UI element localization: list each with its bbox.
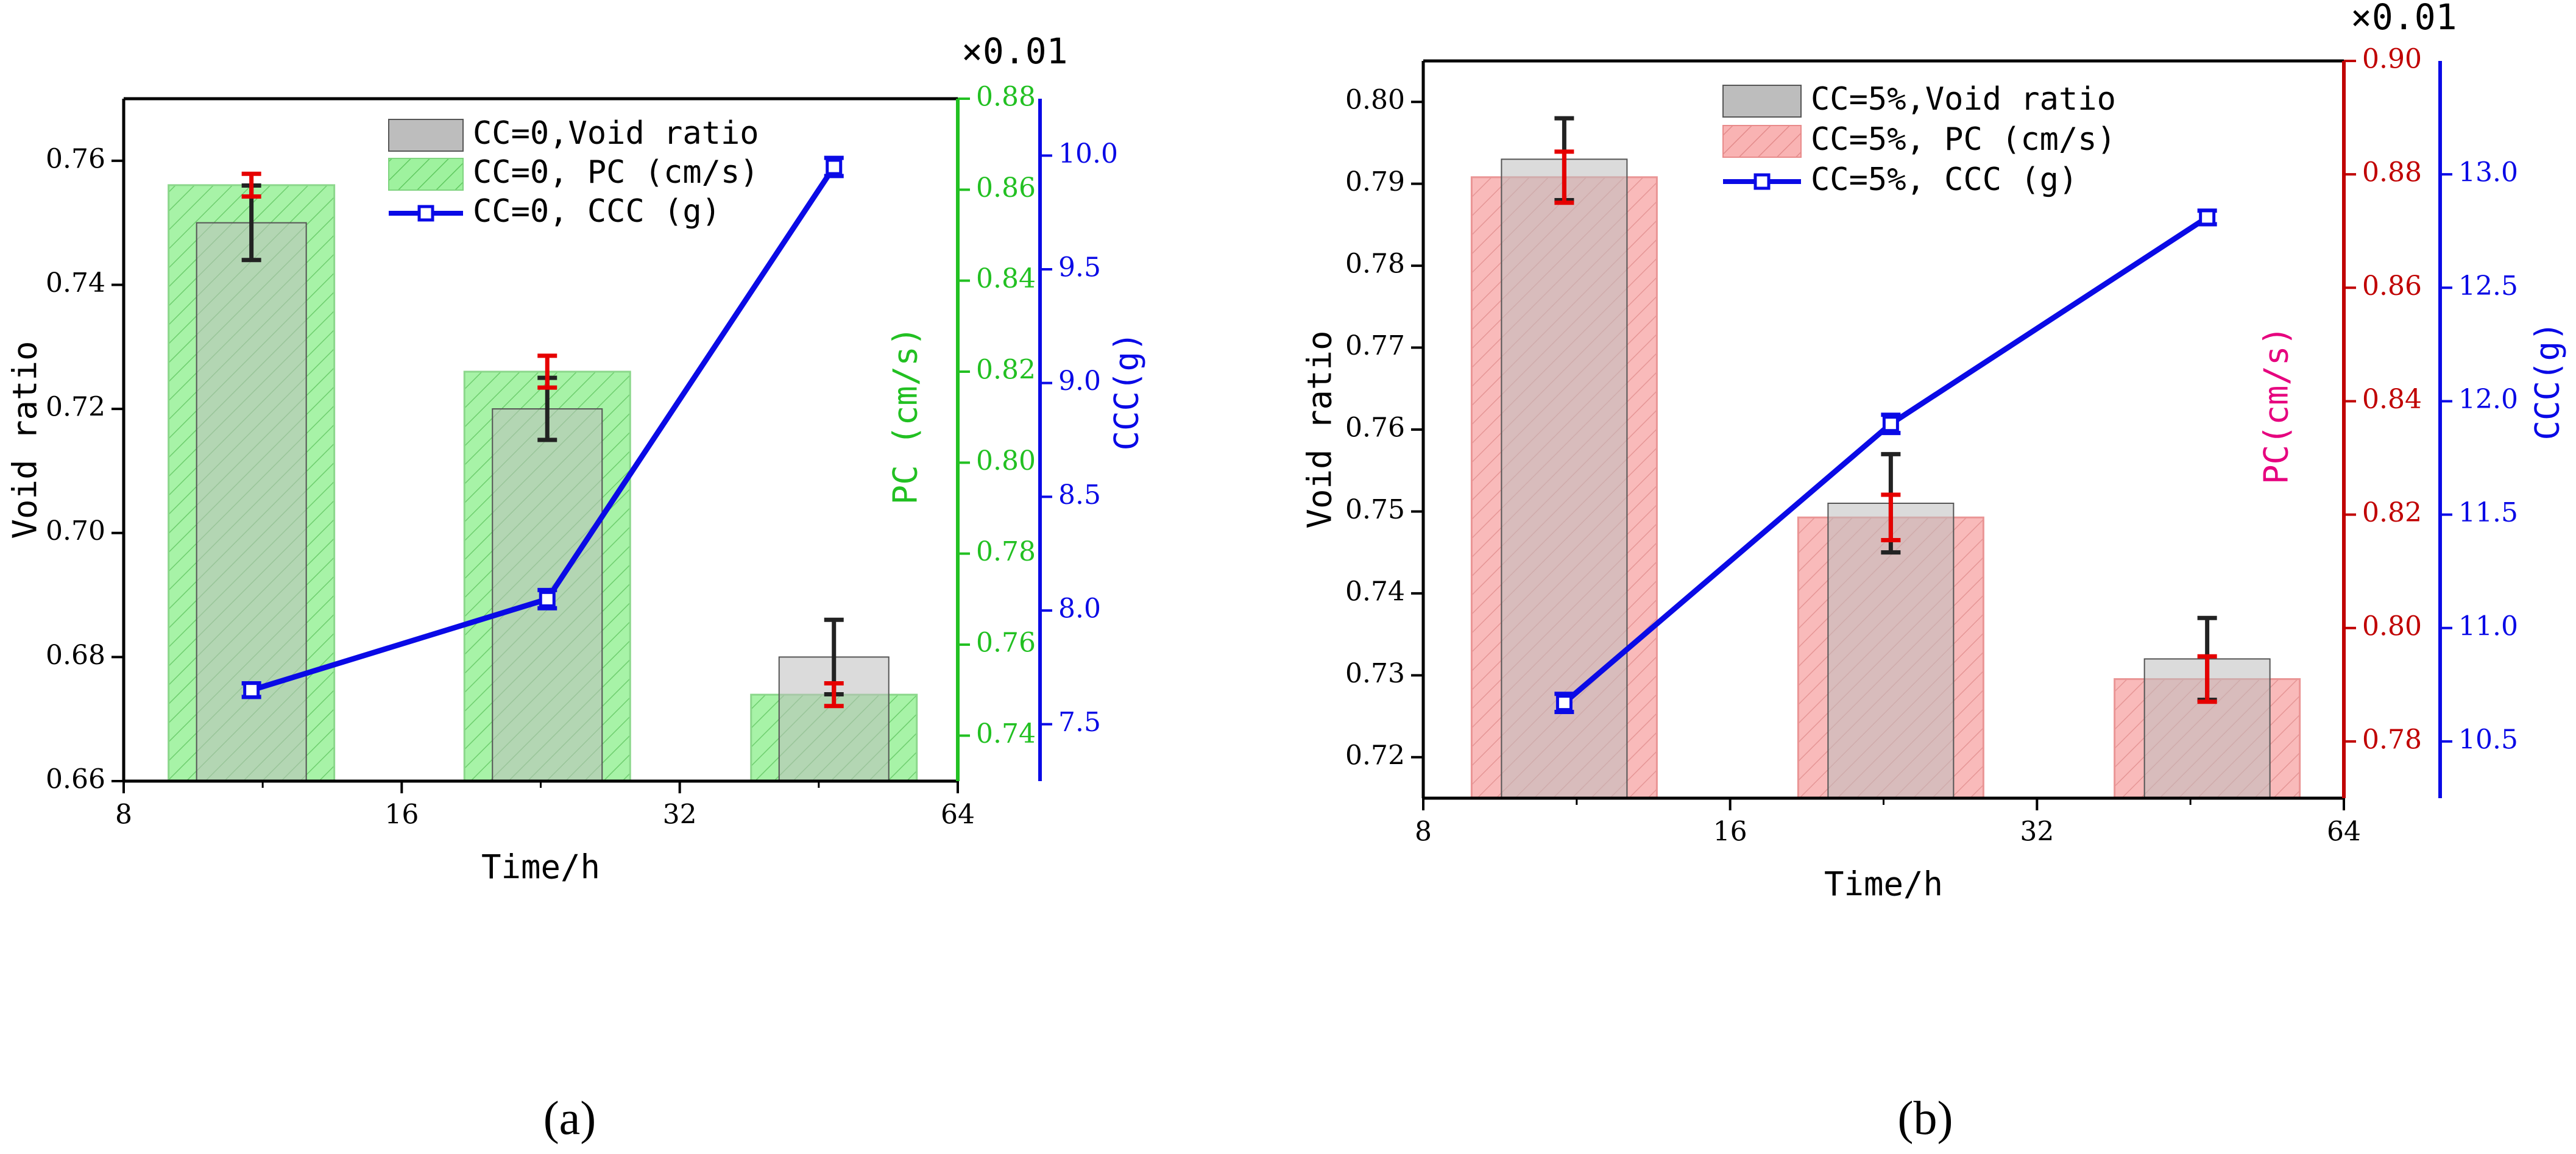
left-y-tick-label: 0.77: [1345, 330, 1405, 361]
x-tick-label: 32: [2020, 816, 2054, 848]
multiplier-label: ×0.01: [2351, 0, 2457, 38]
legend-label-ccc: CC=0, CCC (g): [473, 193, 721, 230]
left-y-tick-label: 0.76: [46, 143, 105, 174]
pc-y-tick-label: 0.86: [976, 172, 1036, 204]
left-y-tick-label: 0.73: [1345, 658, 1405, 689]
ccc-marker: [243, 682, 260, 699]
left-y-axis-title: Void ratio: [6, 341, 44, 539]
pc-y-tick-label: 0.82: [976, 355, 1036, 386]
ccc-y-tick-label: 9.0: [1058, 366, 1101, 397]
pc-y-tick-label: 0.78: [2362, 724, 2422, 755]
multiplier-label: ×0.01: [961, 30, 1068, 72]
legend-label-void-ratio: CC=5%,Void ratio: [1811, 81, 2116, 118]
pc-error-bar: [241, 171, 261, 199]
pc-y-axis-title: PC (cm/s): [886, 327, 925, 505]
ccc-y-axis-title: CCC(g): [2528, 321, 2567, 440]
x-tick-label: 8: [115, 799, 132, 830]
legend-label-void-ratio: CC=0,Void ratio: [473, 115, 759, 152]
ccc-y-tick-label: 13.0: [2458, 157, 2518, 188]
pc-y-tick-label: 0.78: [976, 536, 1036, 567]
ccc-y-tick-label: 9.5: [1058, 252, 1101, 283]
legend-label-ccc: CC=5%, CCC (g): [1811, 161, 2078, 198]
ccc-y-tick-label: 12.0: [2458, 384, 2518, 415]
x-axis-title: Time/h: [481, 848, 600, 887]
x-tick-label: 16: [384, 799, 419, 830]
left-y-tick-label: 0.66: [46, 764, 105, 795]
legend-swatch-pc: [388, 158, 464, 191]
ccc-marker: [2199, 209, 2216, 226]
x-tick-label: 64: [2327, 816, 2361, 848]
ccc-y-tick-label: 11.5: [2458, 497, 2518, 528]
panel-a: 8 16 32 64 Time/h 0.66 0.68 0.70 0.72 0.74 0.76 Voi…: [6, 30, 1146, 1144]
pc-y-tick-label: 0.86: [2362, 271, 2422, 302]
ccc-y-tick-label: 10.5: [2458, 724, 2518, 755]
left-y-tick-label: 0.80: [1345, 85, 1405, 116]
legend-label-pc: CC=5%, PC (cm/s): [1811, 121, 2116, 158]
legend-swatch-pc: [1722, 125, 1802, 158]
ccc-y-axis-title: CCC(g): [1108, 331, 1146, 450]
left-y-tick-label: 0.68: [46, 640, 105, 671]
ccc-y-tick-label: 11.0: [2458, 611, 2518, 642]
pc-error-bar: [537, 353, 557, 390]
ccc-y-tick-label: 12.5: [2458, 271, 2518, 302]
legend-swatch-ccc-marker: [417, 205, 434, 222]
legend-swatch-void-ratio: [1722, 85, 1802, 118]
panel-label: (b): [1898, 1091, 1953, 1144]
ccc-y-tick-label: 8.0: [1058, 593, 1101, 625]
pc-error-bar: [1881, 492, 1901, 542]
ccc-marker: [826, 158, 843, 175]
ccc-y-tick-label: 7.5: [1058, 707, 1101, 738]
x-tick-label: 16: [1713, 816, 1747, 848]
pc-y-tick-label: 0.84: [2362, 384, 2422, 415]
x-tick-label: 32: [663, 799, 697, 830]
x-axis-title: Time/h: [1824, 865, 1943, 904]
pc-y-tick-label: 0.80: [976, 445, 1036, 476]
legend-swatch-void-ratio: [388, 119, 464, 152]
pc-error-bar: [1554, 149, 1574, 205]
pc-error-bar: [824, 681, 844, 709]
left-y-tick-label: 0.79: [1345, 166, 1405, 197]
x-tick-label: 8: [1415, 816, 1432, 848]
pc-y-tick-label: 0.80: [2362, 611, 2422, 642]
ccc-marker: [539, 590, 556, 607]
pc-y-tick-label: 0.88: [2362, 157, 2422, 188]
left-y-tick-label: 0.78: [1345, 249, 1405, 280]
legend-label-pc: CC=0, PC (cm/s): [473, 154, 759, 191]
left-y-tick-label: 0.72: [1345, 740, 1405, 771]
legend-swatch-ccc-marker: [1753, 173, 1771, 190]
pc-y-tick-label: 0.74: [976, 718, 1036, 749]
ccc-y-tick-label: 10.0: [1058, 138, 1118, 169]
left-y-tick-label: 0.74: [1345, 576, 1405, 607]
void-ratio-bar: [1501, 158, 1628, 799]
pc-y-axis-title: PC(cm/s): [2257, 326, 2296, 484]
left-y-tick-label: 0.70: [46, 515, 105, 547]
pc-error-bar: [2197, 654, 2217, 704]
pc-y-tick-label: 0.82: [2362, 497, 2422, 528]
pc-y-tick-label: 0.90: [2362, 44, 2422, 75]
left-y-tick-label: 0.72: [46, 392, 105, 423]
left-y-tick-label: 0.75: [1345, 494, 1405, 525]
panel-label: (a): [543, 1091, 596, 1144]
panel-b: 8 16 32 64 Time/h 0.72 0.73 0.74 0.75 0.76 0.77 0.7…: [1301, 0, 2567, 1144]
left-y-axis-title: Void ratio: [1301, 330, 1339, 528]
left-y-tick-label: 0.76: [1345, 412, 1405, 444]
pc-y-tick-label: 0.84: [976, 263, 1036, 294]
ccc-marker: [1555, 695, 1573, 712]
ccc-y-tick-label: 8.5: [1058, 480, 1101, 511]
pc-y-tick-label: 0.76: [976, 628, 1036, 659]
ccc-marker: [1882, 416, 1899, 433]
x-tick-label: 64: [941, 799, 975, 830]
pc-y-tick-label: 0.88: [976, 82, 1036, 113]
left-y-tick-label: 0.74: [46, 267, 105, 299]
